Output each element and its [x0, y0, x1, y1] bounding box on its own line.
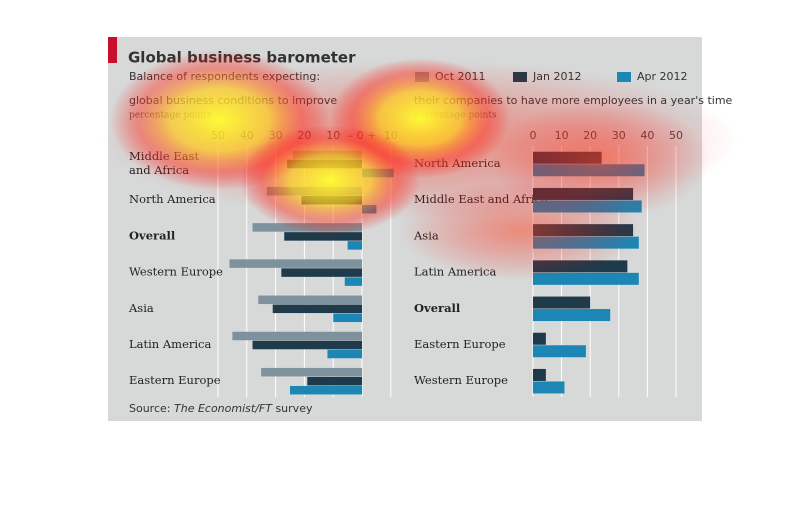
bar [533, 224, 634, 237]
title: Global business barometer [128, 49, 356, 67]
x-tick-label: 20 [583, 129, 597, 142]
bar [281, 268, 363, 277]
x-tick-label: 10 [384, 129, 398, 142]
category-label: Middle East and Africa [414, 192, 548, 206]
bar [252, 223, 363, 232]
bar [287, 159, 363, 169]
bar [284, 232, 363, 241]
x-tick-label: 0 [530, 129, 537, 142]
bar [266, 186, 363, 196]
category-label: Asia [128, 301, 154, 315]
bar [533, 332, 546, 345]
legend-label: Jan 2012 [532, 70, 581, 83]
category-label: Western Europe [414, 373, 508, 387]
legend-swatch [415, 72, 429, 82]
bar [533, 236, 639, 249]
category-label: Eastern Europe [414, 337, 506, 351]
bar [533, 272, 639, 285]
category-label: Latin America [129, 337, 211, 351]
x-tick-label: 30 [269, 129, 283, 142]
bar [533, 368, 546, 381]
bar [533, 309, 611, 322]
bar [229, 259, 363, 268]
bar [292, 150, 363, 160]
legend-swatch [617, 72, 631, 82]
category-label: North America [414, 156, 501, 170]
x-tick-label: 20 [297, 129, 311, 142]
bar [533, 164, 645, 177]
bar [362, 204, 377, 214]
bar [289, 385, 363, 395]
bar [272, 304, 363, 314]
bar [533, 187, 634, 200]
bar [533, 345, 586, 358]
legend-label: Oct 2011 [435, 70, 486, 83]
category-label: Middle East and Africa [129, 149, 199, 177]
bar [533, 296, 591, 309]
bar [347, 241, 363, 250]
panel-subtitle: global business conditions to improve [129, 94, 337, 107]
bar [333, 313, 363, 323]
category-label: Western Europe [129, 265, 223, 279]
x-tick-label: 10 [555, 129, 569, 142]
unit-note: percentage points [414, 111, 497, 121]
bar [327, 349, 363, 359]
bar [533, 260, 628, 273]
bar [232, 331, 363, 341]
legend-label: Apr 2012 [637, 70, 688, 83]
category-label: Overall [414, 301, 461, 315]
source-part: survey [275, 402, 313, 415]
unit-note: percentage points [129, 111, 212, 121]
bar [533, 151, 602, 164]
category-label: Latin America [414, 265, 496, 279]
bar [301, 195, 363, 205]
x-tick-label: 10 [326, 129, 340, 142]
x-tick-label: 40 [240, 129, 254, 142]
red-tab [108, 37, 117, 63]
bar [261, 367, 363, 377]
subtitle: Balance of respondents expecting: [129, 70, 320, 83]
source-part: Source: [129, 402, 171, 415]
panel-subtitle: their companies to have more employees i… [414, 94, 733, 107]
x-tick-label: 40 [640, 129, 654, 142]
bar [307, 376, 363, 386]
bar [533, 200, 642, 213]
x-tick-label: 50 [669, 129, 683, 142]
category-label: Eastern Europe [129, 373, 221, 387]
bar [362, 168, 394, 178]
x-tick-label: 50 [211, 129, 225, 142]
bar [533, 381, 565, 394]
category-label: Asia [413, 228, 439, 242]
x-tick-label: – 0 + [348, 129, 377, 142]
source-part: The Economist/FT [174, 402, 273, 415]
category-label: Overall [129, 228, 176, 242]
bar [252, 340, 363, 350]
bar [258, 295, 363, 305]
bar [344, 277, 363, 286]
x-tick-label: 30 [612, 129, 626, 142]
source: Source: The Economist/FT survey [129, 402, 313, 415]
legend-swatch [513, 72, 527, 82]
category-label: North America [129, 192, 216, 206]
